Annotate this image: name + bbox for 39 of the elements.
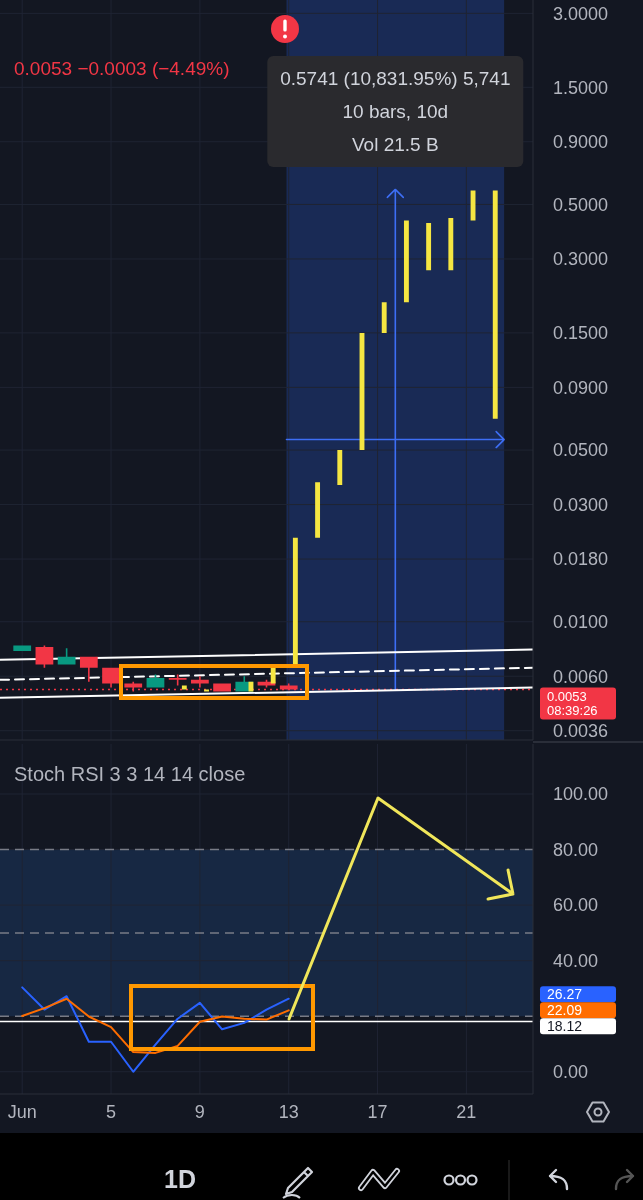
- y-tick-label: 0.9000: [553, 132, 609, 153]
- y-tick-label: 0.5000: [553, 194, 609, 215]
- line-series: [21, 986, 290, 1073]
- annotation: 0.5741 (10,831.95%) 5,741: [280, 68, 511, 90]
- y-tick-label: 0.1500: [553, 323, 609, 344]
- y-tick-label: 0.0500: [553, 440, 609, 461]
- ref-line-label: 18.12: [547, 1018, 583, 1035]
- y-tick-label: 0.0036: [553, 721, 609, 742]
- x-tick-label: 21: [456, 1102, 477, 1123]
- text: 1D: [164, 1165, 196, 1193]
- text: 0.0053 −0.0003 (−4.49%): [14, 57, 230, 79]
- ref-line-label: 0.0053 08:39:26: [547, 688, 598, 718]
- y-tick-label: 0.3000: [553, 249, 609, 270]
- y-tick-label: 80.00: [553, 839, 599, 860]
- annotation: 10 bars, 10d: [342, 101, 449, 123]
- y-tick-label: 0.0180: [553, 549, 609, 570]
- x-tick-label: Jun: [7, 1102, 37, 1123]
- x-tick-label: 9: [194, 1102, 205, 1123]
- text: Stoch RSI 3 3 14 14 close: [14, 763, 246, 785]
- y-tick-label: 100.00: [553, 784, 609, 805]
- x-tick-label: 5: [106, 1102, 117, 1123]
- candlestick: [168, 674, 187, 686]
- x-tick-label: 13: [278, 1102, 299, 1123]
- y-tick-label: 0.00: [553, 1062, 589, 1083]
- y-tick-label: 0.0900: [553, 377, 609, 398]
- y-tick-label: 40.00: [553, 950, 599, 971]
- y-tick-label: 0.0300: [553, 494, 609, 515]
- line-series: [21, 997, 290, 1054]
- y-tick-label: 3.0000: [553, 3, 609, 24]
- text: 22.09: [547, 1002, 583, 1019]
- x-tick-label: 17: [367, 1102, 388, 1123]
- candlestick: [190, 676, 209, 688]
- y-tick-label: 1.5000: [553, 77, 609, 98]
- y-tick-label: 0.0100: [553, 612, 609, 633]
- text: 26.27: [547, 986, 583, 1003]
- y-tick-label: 60.00: [553, 895, 599, 916]
- y-tick-label: 0.0060: [553, 666, 609, 687]
- annotation: Vol 21.5 B: [352, 134, 439, 156]
- candlestick: [79, 656, 98, 682]
